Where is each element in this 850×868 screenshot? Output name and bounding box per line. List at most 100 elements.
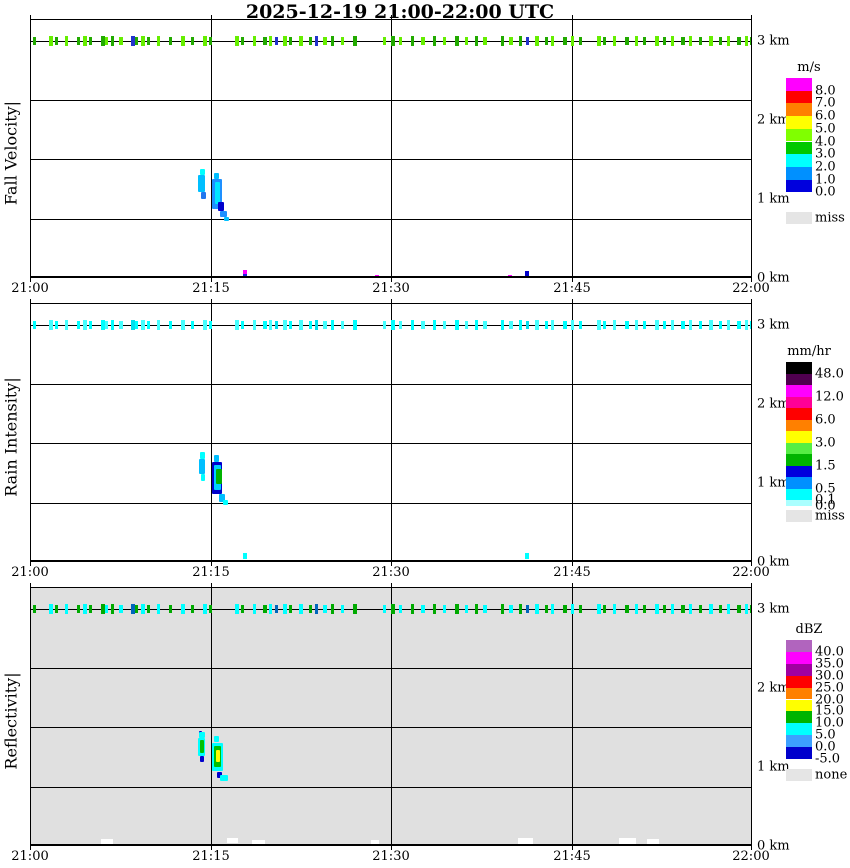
echo-band-tick: [509, 37, 513, 45]
echo-band-tick: [750, 321, 751, 329]
x-tick-mark: [751, 846, 752, 850]
precip-echo-cell: [199, 732, 205, 738]
legend-swatch: [786, 362, 812, 374]
echo-band-tick: [83, 36, 87, 46]
echo-band-tick: [315, 320, 318, 330]
echo-band-tick: [283, 604, 287, 614]
x-tick-label: 21:15: [192, 565, 230, 580]
echo-band-tick: [169, 321, 172, 329]
echo-band-tick: [283, 320, 287, 330]
surface-echo-dot: [243, 274, 247, 276]
echo-band-tick: [483, 605, 487, 613]
echo-band-tick: [391, 604, 395, 614]
precip-echo-cell: [200, 169, 205, 175]
echo-band-tick: [475, 36, 478, 46]
echo-band-tick: [181, 36, 185, 46]
echo-band-tick: [341, 321, 344, 329]
height-gridline: [31, 100, 751, 101]
time-gridline: [391, 304, 392, 560]
echo-band-tick: [33, 37, 36, 45]
legend-swatch: [786, 431, 812, 443]
legend-missing-swatch: [786, 212, 812, 225]
echo-band-tick: [465, 605, 468, 613]
echo-band-tick: [323, 605, 327, 613]
echo-band-tick: [141, 36, 145, 46]
precip-echo-cell: [199, 459, 205, 474]
height-gridline: [31, 384, 751, 385]
legend-missing-label: miss: [815, 210, 845, 226]
legend-swatch: [786, 500, 812, 506]
echo-band-tick: [709, 320, 713, 330]
echo-band-tick: [111, 320, 114, 330]
echo-band-tick: [253, 604, 256, 614]
echo-band-tick: [535, 320, 539, 330]
echo-band-tick: [105, 605, 108, 613]
echo-band-tick: [443, 37, 446, 45]
echo-band-tick: [181, 320, 185, 330]
echo-band-tick: [263, 37, 267, 45]
legend-swatch: [786, 651, 812, 664]
echo-band-tick: [597, 604, 601, 614]
echo-band-tick: [635, 36, 638, 46]
precip-echo-cell: [218, 202, 224, 211]
x-tick-mark: [391, 278, 392, 282]
echo-band-tick: [655, 320, 659, 330]
echo-band-tick: [455, 604, 459, 614]
echo-band-tick: [89, 37, 92, 45]
echo-band-tick: [135, 37, 138, 45]
x-tick-mark: [751, 278, 752, 282]
x-tick-mark: [751, 299, 752, 303]
km-label: 3 km: [757, 601, 790, 617]
legend-value-label: 3.0: [815, 146, 836, 162]
legend-swatch: [786, 141, 812, 155]
echo-band-tick: [509, 321, 513, 329]
echo-band-tick: [455, 36, 459, 46]
echo-band-tick: [65, 36, 68, 46]
height-gridline: [31, 159, 751, 160]
echo-band-tick: [613, 604, 616, 614]
echo-band-tick: [571, 320, 574, 330]
x-tick-label: 21:15: [192, 849, 230, 864]
echo-band-tick: [551, 604, 554, 614]
echo-band-tick: [315, 604, 318, 614]
legend-swatch: [786, 128, 812, 142]
echo-band-tick: [353, 604, 357, 614]
echo-band-tick: [625, 321, 629, 329]
legend-swatch: [786, 166, 812, 180]
echo-band-tick: [433, 604, 436, 614]
echo-band-tick: [309, 605, 312, 613]
echo-band-tick: [191, 605, 194, 613]
echo-band-tick: [263, 321, 267, 329]
x-tick-label: 21:00: [11, 849, 49, 864]
legend-value-label: 10.0: [815, 715, 844, 731]
x-tick-label: 21:30: [372, 281, 410, 296]
echo-band-tick: [283, 36, 287, 46]
legend-swatch: [786, 699, 812, 712]
echo-band-tick: [263, 605, 267, 613]
echo-band-tick: [681, 605, 685, 613]
legend-swatch: [786, 675, 812, 688]
x-tick-mark: [211, 846, 212, 850]
height-gridline: [31, 503, 751, 504]
echo-band-tick: [55, 321, 58, 329]
echo-band-tick: [383, 37, 386, 45]
legend-title-rain-intensity: mm/hr: [787, 344, 831, 359]
echo-band-tick: [331, 36, 334, 46]
echo-band-tick: [699, 37, 702, 45]
x-tick-mark: [211, 583, 212, 587]
precip-echo-cell: [200, 756, 204, 762]
legend-swatch: [786, 408, 812, 420]
echo-band-tick: [737, 321, 741, 329]
legend-swatch: [786, 711, 812, 724]
echo-band-tick: [147, 605, 150, 613]
echo-band-tick: [613, 320, 616, 330]
echo-band-tick: [399, 605, 402, 613]
legend-value-label: 12.0: [815, 389, 844, 404]
x-tick-label: 21:00: [11, 565, 49, 580]
echo-band-tick: [443, 605, 446, 613]
surface-echo-dot: [619, 838, 636, 844]
echo-band-tick: [299, 36, 303, 46]
echo-band-tick: [727, 320, 730, 330]
legend-swatch: [786, 663, 812, 676]
echo-band-tick: [563, 37, 567, 45]
